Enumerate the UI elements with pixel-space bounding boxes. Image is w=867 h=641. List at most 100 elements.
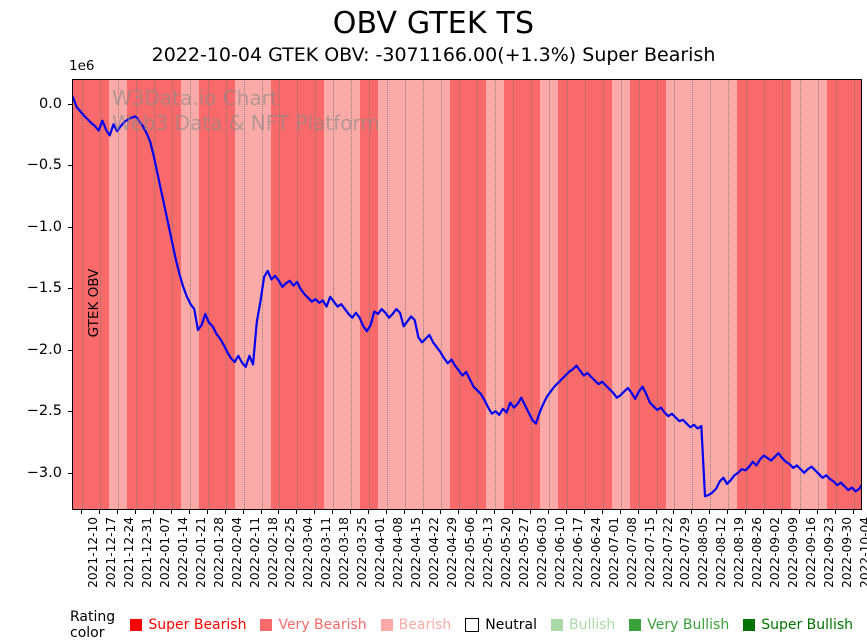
x-tick-label: 2022-07-29 [678, 517, 693, 588]
x-tick-mark [673, 510, 675, 514]
gridline [459, 80, 461, 509]
x-tick-label: 2021-12-31 [139, 517, 154, 588]
legend-item[interactable]: Very Bullish [629, 617, 729, 633]
y-tick-label: 0.0 [38, 95, 62, 112]
legend-label: Super Bullish [761, 617, 853, 633]
x-tick-label: 2022-08-26 [750, 517, 765, 588]
gridline [530, 80, 532, 509]
gridline [692, 80, 694, 509]
x-tick-mark [655, 510, 657, 514]
x-tick-label: 2022-02-25 [283, 517, 298, 588]
legend-item[interactable]: Super Bearish [130, 617, 246, 633]
x-tick-label: 2022-05-27 [516, 517, 531, 588]
gridline [620, 80, 622, 509]
legend-title: Rating color [70, 609, 116, 641]
gridline [171, 80, 173, 509]
y-tick-mark [68, 165, 72, 167]
gridline [818, 80, 820, 509]
x-tick-mark [314, 510, 316, 514]
plot-area [72, 79, 862, 510]
x-tick-label: 2021-12-24 [121, 517, 136, 588]
x-tick-mark [637, 510, 639, 514]
gridline [548, 80, 550, 509]
x-tick-label: 2022-06-24 [588, 517, 603, 588]
legend-label: Bearish [398, 617, 452, 633]
legend-swatch-icon [380, 619, 393, 631]
x-tick-label: 2022-07-15 [642, 517, 657, 588]
gridline [494, 80, 496, 509]
x-tick-label: 2022-08-05 [696, 517, 711, 588]
x-tick-label: 2022-05-20 [498, 517, 513, 588]
x-tick-mark [691, 510, 693, 514]
x-tick-mark [799, 510, 801, 514]
x-tick-mark [206, 510, 208, 514]
gridline [189, 80, 191, 509]
x-tick-label: 2022-07-01 [606, 517, 621, 588]
x-tick-mark [260, 510, 262, 514]
legend-item[interactable]: Bearish [380, 617, 452, 633]
x-tick-label: 2022-01-21 [193, 517, 208, 588]
x-tick-mark [134, 510, 136, 514]
x-tick-mark [601, 510, 603, 514]
y-tick-mark [68, 473, 72, 475]
x-tick-label: 2022-09-23 [822, 517, 837, 588]
gridline [243, 80, 245, 509]
y-tick-label: −1.5 [26, 280, 62, 297]
x-tick-mark [404, 510, 406, 514]
x-tick-mark [440, 510, 442, 514]
legend-item[interactable]: Neutral [465, 617, 537, 633]
y-axis-label: GTEK OBV [86, 268, 102, 338]
x-tick-mark [368, 510, 370, 514]
x-tick-mark [727, 510, 729, 514]
gridline [782, 80, 784, 509]
x-tick-label: 2022-07-08 [624, 517, 639, 588]
gridline [836, 80, 838, 509]
y-tick-mark [68, 226, 72, 228]
x-tick-label: 2022-06-10 [552, 517, 567, 588]
x-tick-label: 2022-03-11 [319, 517, 334, 588]
rating-legend: Rating color Super Bearish Very Bearish Be… [70, 609, 867, 641]
gridline [441, 80, 443, 509]
x-tick-label: 2022-04-29 [445, 517, 460, 588]
gridline [369, 80, 371, 509]
x-tick-mark [332, 510, 334, 514]
gridline [476, 80, 478, 509]
gridline [656, 80, 658, 509]
x-tick-mark [224, 510, 226, 514]
y-tick-mark [68, 349, 72, 351]
x-tick-label: 2022-10-04 [858, 517, 867, 588]
legend-swatch-icon [260, 619, 273, 631]
gridline [566, 80, 568, 509]
x-tick-label: 2022-07-22 [660, 517, 675, 588]
x-tick-mark [80, 510, 82, 514]
x-tick-label: 2022-08-19 [732, 517, 747, 588]
x-tick-mark [619, 510, 621, 514]
x-tick-label: 2022-01-28 [211, 517, 226, 588]
x-tick-mark [422, 510, 424, 514]
x-tick-label: 2021-12-17 [103, 517, 118, 588]
gridline [315, 80, 317, 509]
legend-item[interactable]: Super Bullish [743, 617, 853, 633]
legend-swatch-icon [130, 619, 143, 631]
gridline [602, 80, 604, 509]
chart-title: OBV GTEK TS [332, 6, 535, 41]
y-tick-label: −3.0 [26, 465, 62, 482]
x-tick-label: 2022-01-07 [157, 517, 172, 588]
gridline [387, 80, 389, 509]
legend-label: Bullish [568, 617, 616, 633]
legend-item[interactable]: Bullish [550, 617, 616, 633]
gridline [638, 80, 640, 509]
y-tick-label: −2.5 [26, 403, 62, 420]
x-tick-mark [98, 510, 100, 514]
gridline [800, 80, 802, 509]
legend-item[interactable]: Very Bearish [260, 617, 367, 633]
legend-swatch-icon [550, 619, 563, 631]
x-tick-label: 2022-06-17 [570, 517, 585, 588]
gridline [351, 80, 353, 509]
x-tick-label: 2022-04-01 [373, 517, 388, 588]
gridline [405, 80, 407, 509]
y-tick-mark [68, 288, 72, 290]
x-tick-label: 2022-05-13 [480, 517, 495, 588]
x-tick-label: 2022-02-18 [265, 517, 280, 588]
gridline [764, 80, 766, 509]
